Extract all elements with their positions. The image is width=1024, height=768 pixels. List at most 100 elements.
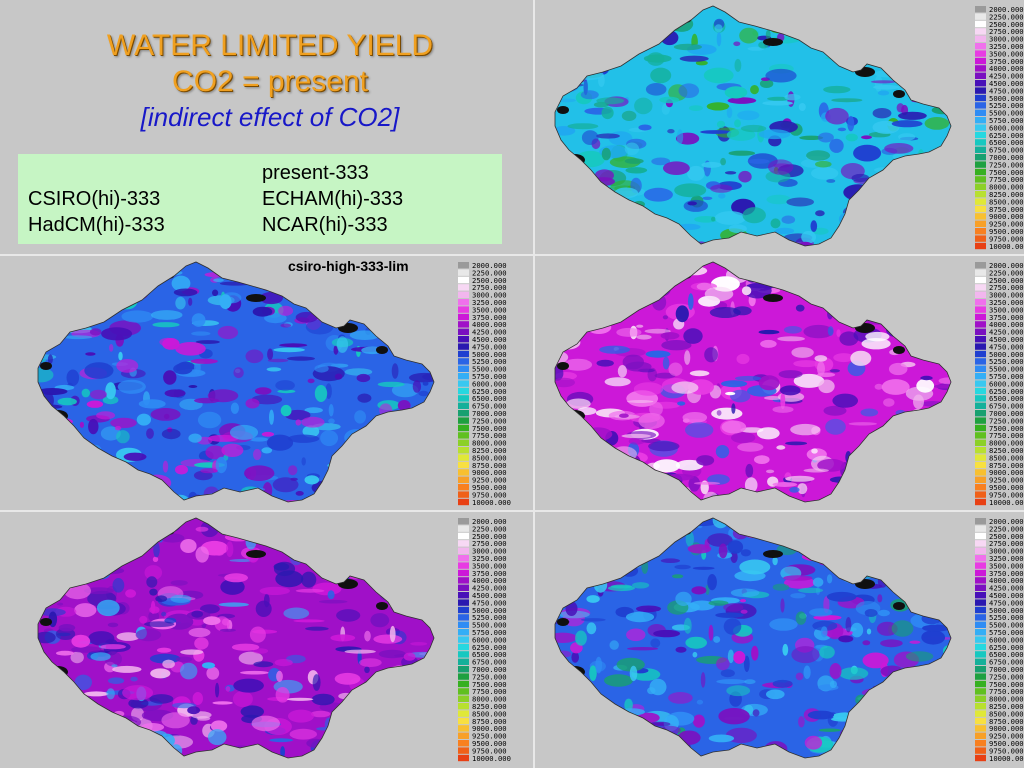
colorbar-swatch [975,235,986,242]
yield-patch [732,265,744,273]
yield-patch [68,484,77,501]
yield-patch [812,227,829,235]
yield-patch [555,76,580,93]
colorbar-label: 5500.000 [989,365,1024,374]
yield-patch [72,703,79,714]
yield-patch [596,133,620,139]
yield-patch [89,328,102,336]
colorbar-label: 5750.000 [472,628,507,637]
yield-patch [140,723,165,732]
yield-patch [586,533,593,539]
yield-patch [229,424,259,440]
yield-patch [811,166,839,180]
yield-patch [668,692,693,704]
yield-patch [101,480,128,485]
yield-patch [886,232,893,243]
yield-patch [38,298,44,313]
yield-patch [585,305,592,322]
yield-patch [597,233,615,245]
yield-patch [39,317,49,324]
yield-patch [625,361,652,372]
map-panel-ncar: 2000.000 2250.000 2500.000 2750.000 3000.000… [535,512,1024,768]
colorbar-label: 4000.000 [989,64,1024,73]
yield-patch [766,469,775,474]
yield-patch [835,541,857,548]
country-outline [37,261,435,503]
yield-patch [645,350,671,358]
colorbar-label: 2750.000 [989,539,1024,548]
colorbar-label: 8750.000 [472,461,507,470]
colorbar-swatch [975,65,986,72]
yield-patch [364,666,370,674]
colorbar-swatch [975,569,986,577]
legend-echam-333: ECHAM(hi)-333 [262,188,404,210]
colorbar-swatch [458,491,469,498]
yield-patch [47,354,53,364]
yield-patch [769,618,798,631]
yield-patch [244,523,261,533]
colorbar-swatch [975,35,986,42]
yield-patch [106,461,126,473]
yield-patch [793,360,820,368]
colorbar-label: 8000.000 [989,183,1024,192]
colorbar-label: 3750.000 [472,313,507,322]
yield-patch [595,281,605,287]
yield-patch [621,110,637,121]
no-data-patch [893,602,905,610]
yield-patch [572,70,604,81]
yield-patch [638,413,665,429]
yield-patch [668,266,690,275]
colorbar-label: 2500.000 [989,20,1024,29]
yield-patch [847,115,855,132]
yield-patch [812,620,838,631]
yield-patch [820,262,841,272]
yield-patch [638,124,652,131]
map-region [555,6,951,246]
yield-patch [314,364,329,373]
yield-patch [772,406,794,413]
yield-patch [853,471,868,482]
no-data-patch [557,618,569,626]
legend-present-333: present-333 [262,162,369,184]
yield-patch [261,447,273,454]
colorbar-swatch [975,643,986,651]
yield-patch [901,315,919,321]
yield-patch [224,532,253,542]
yield-patch [935,404,941,415]
yield-patch [625,611,655,623]
colorbar-swatch [458,424,469,432]
yield-patch [369,526,387,531]
yield-patch [170,594,192,603]
yield-patch [806,150,831,161]
colorbar-swatch [975,439,986,446]
colorbar-swatch [458,380,469,387]
yield-patch [869,219,901,230]
yield-patch [728,150,756,156]
yield-patch [622,518,630,523]
colorbar-swatch [975,276,986,284]
yield-patch [811,448,818,454]
yield-patch [758,329,780,335]
no-data-patch [655,481,675,491]
yield-patch [381,292,388,303]
yield-patch [826,574,833,584]
yield-patch [597,56,617,61]
colorbar-label: 6500.000 [989,138,1024,147]
yield-patch [909,212,942,228]
yield-patch [795,304,805,312]
yield-patch [295,419,302,426]
yield-patch [603,189,609,202]
yield-patch [225,748,239,758]
yield-patch [790,593,806,599]
yield-patch [645,217,674,232]
yield-patch [572,6,580,13]
colorbar-label: 3250.000 [989,298,1024,307]
yield-patch [113,526,119,538]
yield-patch [634,97,653,115]
colorbar-label: 5500.000 [989,621,1024,630]
yield-patch [418,339,434,352]
yield-patch [61,276,90,282]
yield-patch [317,518,344,534]
yield-patch [840,221,869,232]
yield-patch [555,733,576,743]
